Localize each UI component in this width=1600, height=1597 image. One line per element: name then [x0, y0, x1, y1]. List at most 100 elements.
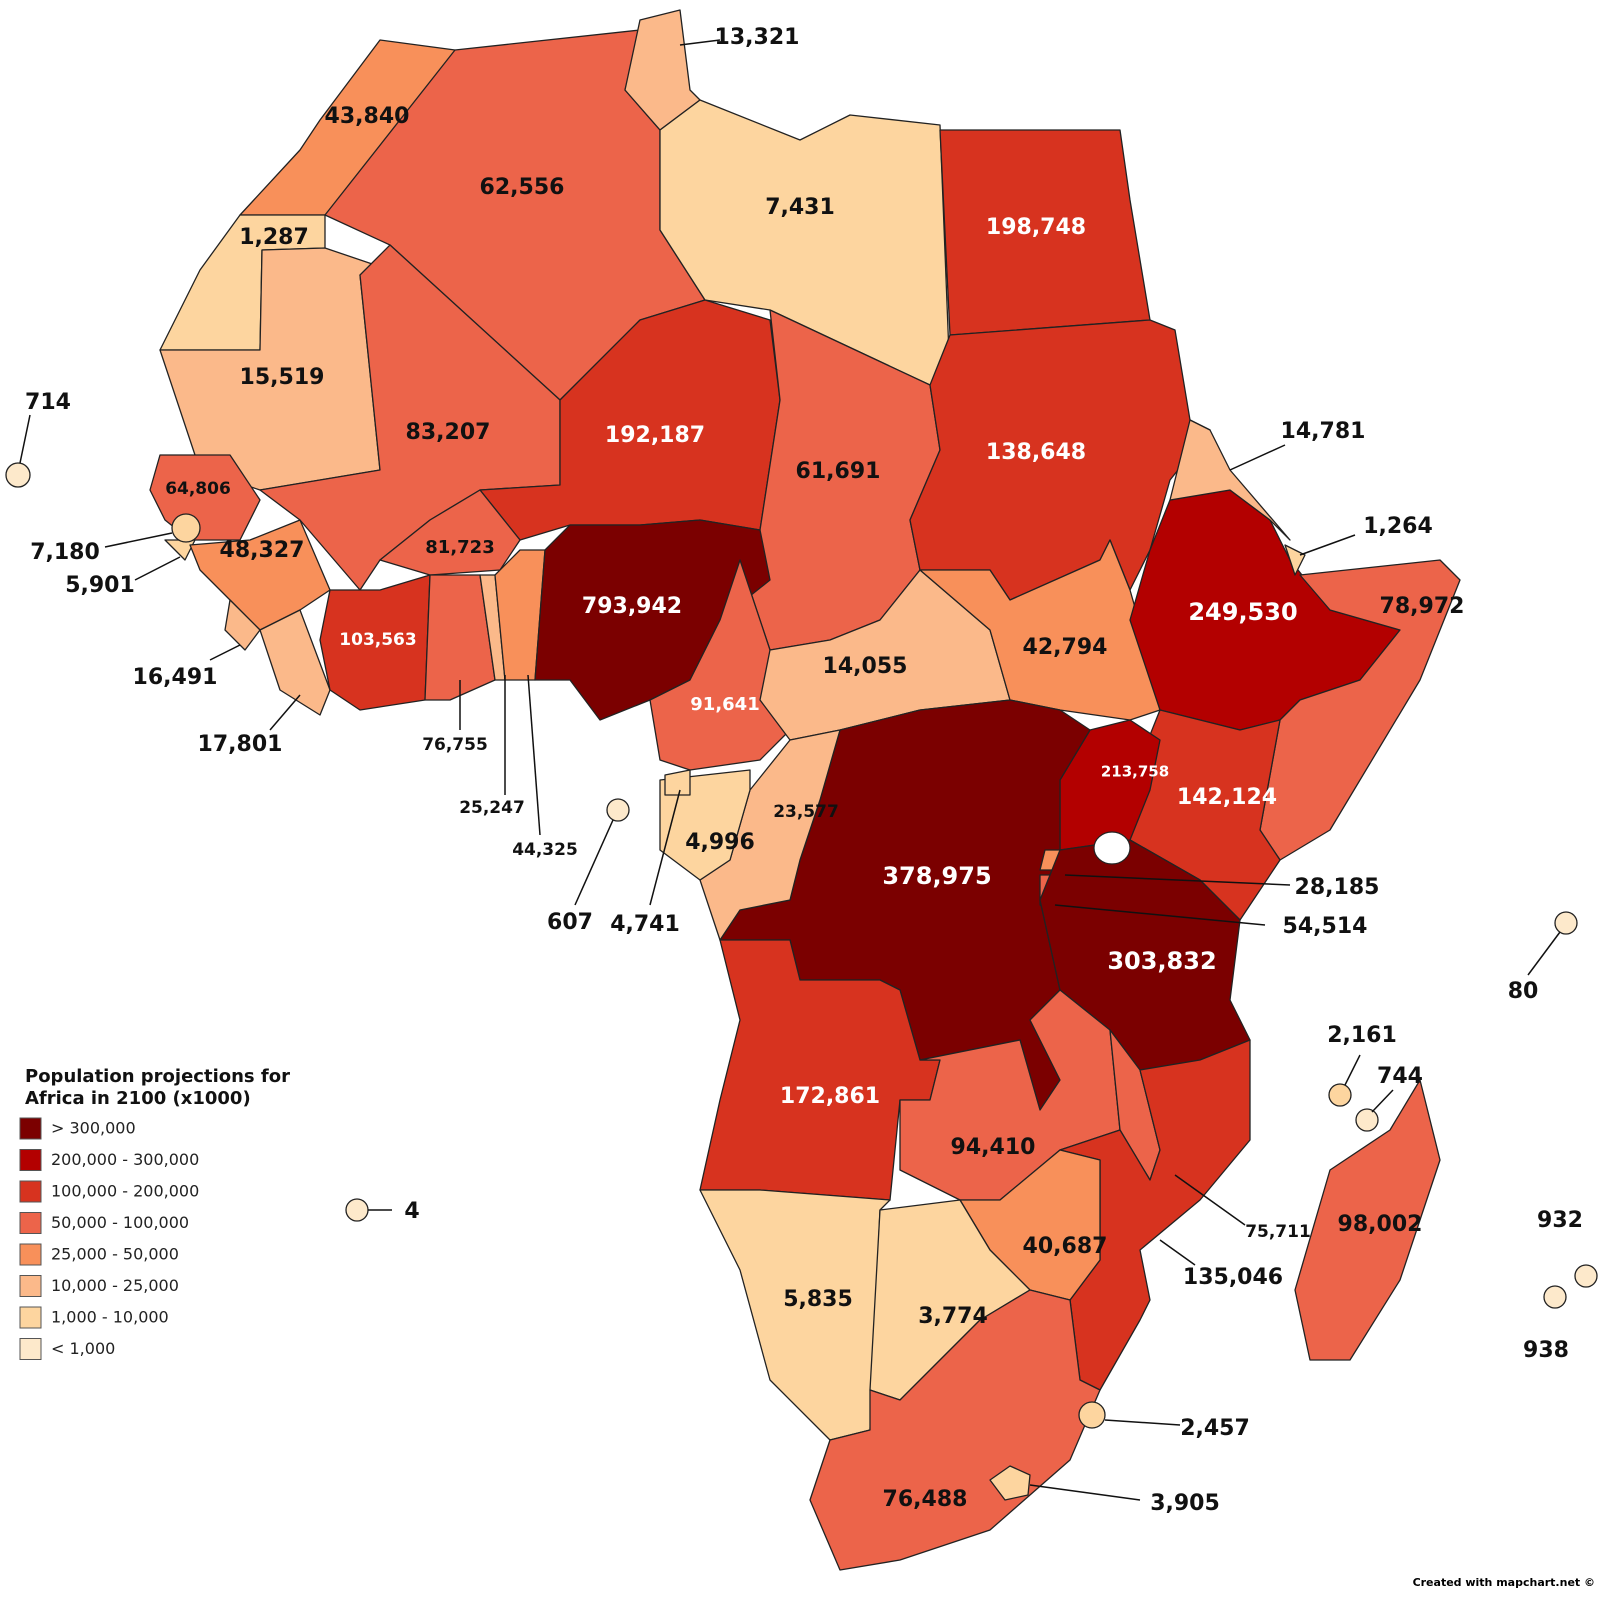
country-label: 76,488 [883, 1487, 968, 1512]
legend-swatch [19, 1180, 42, 1203]
country-label: 80 [1508, 979, 1539, 1004]
leader-line [1344, 1054, 1361, 1086]
country-label: 938 [1523, 1338, 1569, 1363]
leader-line [649, 789, 681, 906]
country [1169, 419, 1291, 541]
country-label: 75,711 [1245, 1222, 1311, 1242]
country [664, 769, 691, 796]
country-label: 103,563 [339, 630, 416, 650]
country-label: 16,491 [133, 665, 218, 690]
country-label: 62,556 [480, 175, 565, 200]
country-label: 25,247 [459, 798, 525, 818]
legend-swatch [19, 1149, 42, 1171]
leader-line [19, 414, 31, 464]
country-label: 192,187 [605, 423, 705, 448]
legend-swatch [19, 1243, 42, 1266]
country-label: 5,835 [783, 1287, 853, 1312]
country-label: 1,287 [239, 225, 309, 250]
credit: Created with mapchart.net © [1413, 1576, 1595, 1589]
country-label: 249,530 [1188, 598, 1297, 626]
country-label: 48,327 [220, 538, 305, 563]
leader-line [1527, 931, 1561, 976]
country [224, 599, 261, 651]
country [259, 609, 331, 716]
country-label: 13,321 [715, 25, 800, 50]
country-label: 44,325 [512, 840, 578, 860]
leader-line [1104, 1419, 1181, 1426]
legend-label: 100,000 - 200,000 [51, 1182, 199, 1201]
country-label: 23,577 [773, 802, 839, 822]
legend-title: Population projections for [25, 1066, 290, 1087]
lake [1093, 831, 1131, 865]
country [424, 574, 496, 701]
country-label: 76,755 [422, 735, 488, 755]
country [989, 1465, 1031, 1501]
country-label: 4,996 [685, 830, 755, 855]
country-label: 3,774 [918, 1304, 988, 1329]
country-label: 94,410 [951, 1135, 1036, 1160]
country [1078, 1401, 1106, 1429]
countries [5, 9, 1598, 1571]
country-label: 54,514 [1283, 914, 1368, 939]
legend-label: 1,000 - 10,000 [51, 1308, 169, 1327]
country-label: 744 [1377, 1064, 1423, 1089]
country-label: 4 [404, 1199, 419, 1224]
country-label: 91,641 [690, 694, 759, 715]
leader-line [679, 39, 721, 46]
legend-label: < 1,000 [51, 1339, 115, 1358]
leader-line [209, 644, 241, 661]
leader-line [269, 694, 301, 731]
leader-line [1229, 444, 1286, 471]
country-label: 607 [547, 910, 593, 935]
country-label: 61,691 [796, 459, 881, 484]
country-label: 303,832 [1107, 947, 1216, 975]
country [319, 574, 431, 711]
legend-label: 10,000 - 25,000 [51, 1276, 179, 1295]
country-label: 81,723 [425, 537, 494, 558]
country [171, 513, 201, 543]
country-label: 142,124 [1177, 785, 1277, 810]
leader-lines [19, 39, 1561, 1501]
country-label: 28,185 [1295, 875, 1380, 900]
country-label: 1,264 [1363, 514, 1433, 539]
country-label: 7,180 [30, 540, 100, 565]
country [1574, 1264, 1598, 1288]
country [1284, 544, 1306, 576]
country-label: 3,905 [1150, 1491, 1220, 1516]
country-label: 138,648 [986, 440, 1086, 465]
country-label: 7,431 [765, 195, 835, 220]
labels: 43,840 1,287 62,556 13,321 7,431 198,748 15,51… [25, 25, 1583, 1516]
country [699, 1189, 891, 1441]
country-label: 793,942 [582, 594, 682, 619]
country-label: 378,975 [882, 862, 991, 890]
country-label: 2,161 [1327, 1023, 1397, 1048]
legend-swatch [19, 1212, 42, 1234]
leader-line [1371, 1089, 1394, 1113]
country [606, 798, 630, 822]
country-label: 83,207 [406, 420, 491, 445]
country-label: 78,972 [1380, 594, 1465, 619]
country [1554, 911, 1578, 935]
country-label: 14,055 [823, 654, 908, 679]
country-label: 213,758 [1101, 763, 1169, 781]
country [1294, 1079, 1441, 1361]
country-label: 172,861 [780, 1084, 880, 1109]
country [1355, 1108, 1379, 1132]
country-label: 43,840 [325, 104, 410, 129]
legend: > 300,000 200,000 - 300,000 100,000 - 200,… [19, 1117, 199, 1360]
leader-line [104, 532, 173, 548]
country [659, 769, 751, 881]
legend-label: 200,000 - 300,000 [51, 1150, 199, 1169]
country [809, 1289, 1101, 1571]
country-label: 5,901 [65, 573, 135, 598]
country-label: 40,687 [1023, 1234, 1108, 1259]
leader-line [1174, 1174, 1246, 1226]
country-label: 64,806 [165, 479, 231, 499]
country [1328, 1083, 1352, 1107]
country [939, 129, 1151, 336]
country [5, 462, 31, 488]
leader-line [134, 556, 181, 581]
leader-line [1159, 1239, 1196, 1266]
country-label: 17,801 [198, 732, 283, 757]
